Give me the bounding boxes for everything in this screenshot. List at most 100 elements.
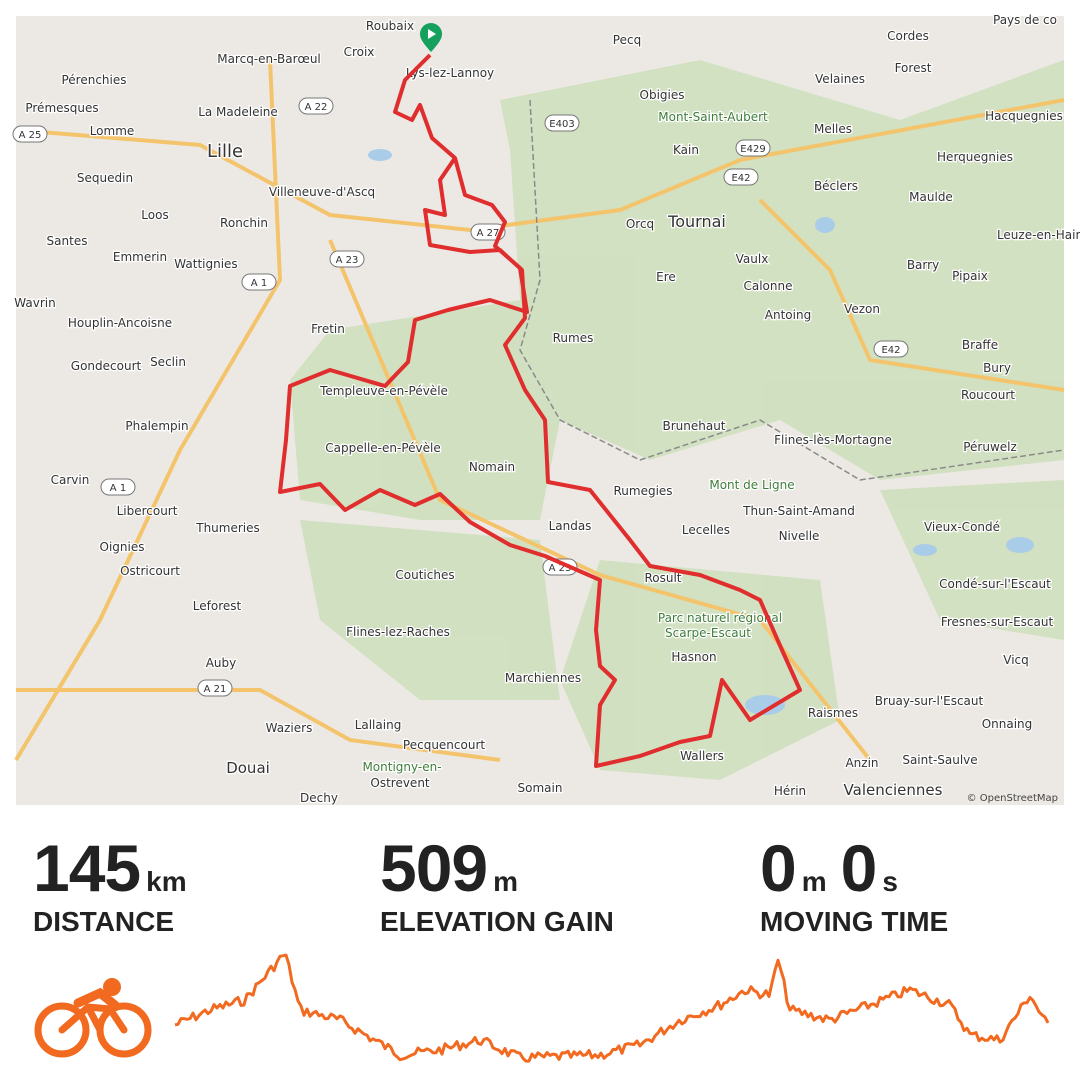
place-label: Gondecourt	[71, 359, 142, 373]
road-shield-label: E403	[549, 119, 574, 130]
place-label: Mont de Ligne	[709, 478, 794, 492]
place-label: Phalempin	[125, 419, 188, 433]
stat: 509 m ELEVATION GAIN	[380, 830, 614, 938]
place-label: Raismes	[808, 706, 858, 720]
place-label: Herquegnies	[937, 150, 1013, 164]
elevation-area	[34, 953, 1050, 1063]
place-label: Lille	[207, 141, 243, 162]
road-shield-label: A 22	[305, 102, 328, 113]
place-label: Thun-Saint-Amand	[742, 504, 855, 518]
place-label: Oignies	[100, 540, 145, 554]
place-label: Santes	[47, 234, 88, 248]
place-label: Vieux-Condé	[924, 520, 1000, 534]
place-label: Loos	[141, 208, 168, 222]
stat-unit: km	[146, 866, 187, 897]
place-label: Houplin-Ancoisne	[68, 316, 172, 330]
place-label: Pays de co	[993, 13, 1057, 27]
place-label: Pérenchies	[61, 73, 126, 87]
place-label: Thumeries	[195, 521, 260, 535]
place-label: Saint-Saulve	[902, 753, 977, 767]
place-label: Vicq	[1003, 653, 1029, 667]
place-label: Wallers	[680, 749, 724, 763]
stat-value: 0	[840, 831, 878, 905]
place-label: Carvin	[51, 473, 90, 487]
place-label: Marchiennes	[505, 671, 581, 685]
place-label: Condé-sur-l'Escaut	[939, 577, 1051, 591]
road-shield	[197, 679, 233, 697]
motorways	[14, 59, 1065, 762]
place-label: Rumes	[553, 331, 594, 345]
road-shield	[329, 250, 365, 268]
place-label: Sequedin	[77, 171, 133, 185]
place-label: Tournai	[667, 212, 726, 231]
place-label: Hasnon	[671, 650, 716, 664]
place-label: Forest	[895, 61, 932, 75]
place-label: Bury	[983, 361, 1011, 375]
map-labels: Roubaix Pecq Cordes Pays de co Croix Marcq-en…	[12, 12, 1080, 806]
place-label: Ere	[656, 270, 676, 284]
stat-label: MOVING TIME	[760, 906, 949, 937]
elevation-profile	[174, 953, 1050, 1063]
place-label: Parc naturel régional	[658, 611, 782, 625]
place-label: Brunehaut	[662, 419, 725, 433]
stat: 145 km DISTANCE	[33, 830, 201, 938]
place-label: Auby	[206, 656, 237, 670]
bike-icon	[34, 1002, 152, 1058]
border	[519, 99, 1065, 481]
road-shield-label: A 1	[251, 278, 267, 289]
map: Roubaix Pecq Cordes Pays de co Croix Marcq-en…	[12, 12, 1080, 806]
road-shield	[544, 114, 580, 132]
place-label: Mont-Saint-Aubert	[658, 110, 768, 124]
place-label: Antoing	[765, 308, 811, 322]
place-label: Prémesques	[25, 101, 98, 115]
road-shield	[100, 478, 136, 496]
road-shield-label: A 21	[204, 684, 227, 695]
place-label: Ronchin	[220, 216, 268, 230]
place-label: Villeneuve-d'Ascq	[269, 185, 375, 199]
place-label: Rosult	[644, 571, 681, 585]
place-label: Cappelle-en-Pévèle	[325, 441, 440, 455]
bike-icon-head	[103, 978, 121, 996]
place-label: Pecquencourt	[403, 738, 485, 752]
place-label: Templeuve-en-Pévèle	[319, 384, 448, 398]
place-label: Anzin	[845, 756, 878, 770]
road-shield	[873, 340, 909, 358]
place-label: Obigies	[640, 88, 685, 102]
place-label: Landas	[549, 519, 592, 533]
road-shield	[723, 168, 759, 186]
place-label: Melles	[814, 122, 852, 136]
place-label: Roucourt	[961, 388, 1015, 402]
place-label: Bruay-sur-l'Escaut	[875, 694, 984, 708]
place-label: Rumegies	[613, 484, 672, 498]
start-marker	[420, 23, 442, 52]
place-label: Roubaix	[366, 19, 414, 33]
place-label: Seclin	[150, 355, 186, 369]
water	[368, 149, 1034, 715]
place-label: Lomme	[90, 124, 135, 138]
place-label: Vezon	[844, 302, 880, 316]
place-label: Béclers	[814, 179, 858, 193]
place-label: Cordes	[887, 29, 929, 43]
attribution: © OpenStreetMap	[967, 793, 1058, 804]
place-label: Braffe	[962, 338, 998, 352]
place-label: Pipaix	[952, 269, 988, 283]
stat-value: 145	[33, 831, 141, 905]
route	[278, 53, 802, 768]
stat-label: ELEVATION GAIN	[380, 906, 614, 937]
stat-unit: s	[882, 866, 898, 897]
stat-value: 0	[760, 831, 797, 905]
road-shield-label: E429	[740, 144, 765, 155]
place-label: La Madeleine	[198, 105, 278, 119]
place-label: Flines-lès-Mortagne	[774, 433, 892, 447]
place-label: Wattignies	[174, 257, 237, 271]
road-shield-label: A 23	[549, 563, 572, 574]
stat-unit: m	[801, 866, 827, 897]
road-shield	[12, 125, 48, 143]
place-label: Wavrin	[14, 296, 55, 310]
place-label: Pecq	[613, 33, 641, 47]
place-label: Nomain	[469, 460, 515, 474]
place-label: Hérin	[774, 784, 806, 798]
place-label: Waziers	[266, 721, 313, 735]
